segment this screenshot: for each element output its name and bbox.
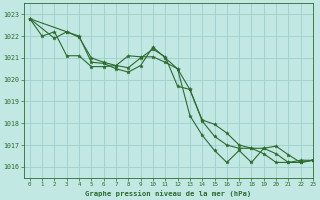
X-axis label: Graphe pression niveau de la mer (hPa): Graphe pression niveau de la mer (hPa) [85,190,252,197]
